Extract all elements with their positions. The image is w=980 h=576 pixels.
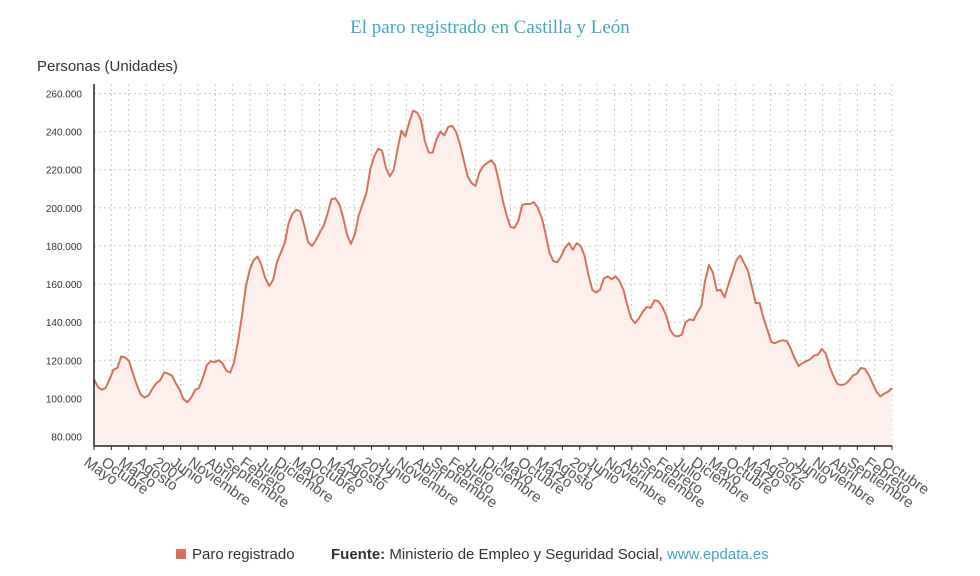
series-area-fill [94, 110, 892, 447]
y-tick-label: 200.000 [46, 204, 83, 215]
source-link[interactable]: www.epdata.es [667, 546, 769, 563]
legend-label: Paro registrado [192, 546, 295, 563]
legend-swatch [176, 549, 186, 559]
y-tick-label: 260.000 [46, 90, 83, 101]
series-layer [93, 109, 893, 447]
y-tick-label: 80.000 [51, 432, 82, 443]
y-tick-label: 220.000 [46, 166, 83, 177]
source-text: Ministerio de Empleo y Seguridad Social, [389, 546, 663, 563]
y-tick-label: 180.000 [46, 242, 83, 253]
y-tick-label: 100.000 [46, 394, 83, 405]
chart-title: El paro registrado en Castilla y León [350, 17, 630, 38]
y-tick-label: 240.000 [46, 128, 83, 139]
legend-item[interactable]: Paro registrado [176, 546, 295, 563]
y-tick-label: 140.000 [46, 318, 83, 329]
y-tick-label: 160.000 [46, 280, 83, 291]
y-axis-label: Personas (Unidades) [37, 58, 178, 75]
y-tick-label: 120.000 [46, 356, 83, 367]
line-chart: 80.000 100.000 120.000 140.000 160.000 180.00… [46, 84, 932, 512]
source-note: Fuente: Ministerio de Empleo y Seguridad… [331, 546, 769, 563]
y-axis-ticks: 80.000 100.000 120.000 140.000 160.000 180.00… [46, 90, 83, 444]
series-line-paro-registrado [93, 109, 893, 404]
source-prefix: Fuente: [331, 546, 386, 563]
x-axis-ticks: MayoOctubreMarzoAgosto2007JunioNoviembre… [81, 446, 932, 512]
